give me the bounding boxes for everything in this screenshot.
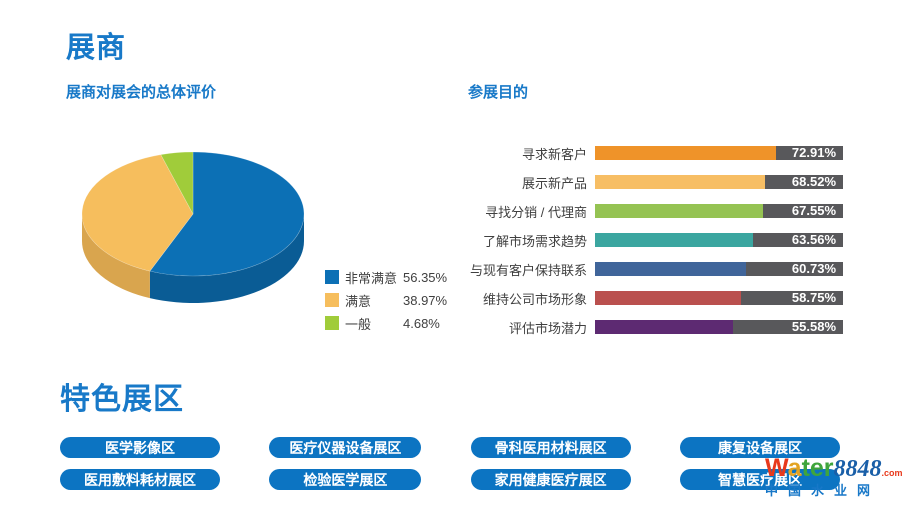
legend-row: 一般 4.68% bbox=[325, 315, 447, 332]
bar-row: 评估市场潜力 55.58% bbox=[460, 320, 843, 336]
bar-value-label: 68.52% bbox=[791, 174, 836, 189]
bar-fill bbox=[595, 175, 765, 189]
bar-row: 了解市场需求趋势 63.56% bbox=[460, 233, 843, 249]
bar-row: 寻求新客户 72.91% bbox=[460, 146, 843, 162]
bar-row: 与现有客户保持联系 60.73% bbox=[460, 262, 843, 278]
bar-value-label: 55.58% bbox=[791, 319, 836, 334]
bar-category-label: 与现有客户保持联系 bbox=[469, 262, 587, 278]
bar-value-label: 67.55% bbox=[791, 203, 836, 218]
bar-value-label: 72.91% bbox=[791, 145, 836, 160]
pie-slice-side-1 bbox=[82, 214, 150, 299]
pie-slice-0 bbox=[149, 151, 305, 277]
bar-chart: 寻求新客户 72.91% 展示新产品 68.52% 寻找分销 / 代理商 67.55% 了解… bbox=[460, 146, 843, 349]
legend-label: 非常满意 bbox=[345, 270, 398, 286]
pie-slice-side-0 bbox=[149, 214, 304, 303]
bar-track: 67.55% bbox=[595, 204, 843, 218]
zone-button-4[interactable]: 医用敷料耗材展区 bbox=[60, 469, 220, 490]
watermark-letter-w: W bbox=[765, 454, 788, 482]
bar-track: 55.58% bbox=[595, 320, 843, 334]
watermark-letters-ter: ter bbox=[801, 454, 834, 482]
watermark-com-suffix: .com bbox=[881, 468, 903, 478]
bar-category-label: 寻求新客户 bbox=[521, 146, 587, 162]
legend-value: 38.97% bbox=[403, 292, 448, 308]
pie-section-title: 展商对展会的总体评价 bbox=[66, 84, 217, 101]
pie-chart bbox=[81, 151, 305, 303]
bar-row: 寻找分销 / 代理商 67.55% bbox=[460, 204, 843, 220]
bar-value-label: 58.75% bbox=[791, 290, 836, 305]
bar-track: 68.52% bbox=[595, 175, 843, 189]
zones-section-title: 特色展区 bbox=[60, 383, 184, 416]
legend-label: 满意 bbox=[345, 293, 372, 309]
legend-swatch-icon bbox=[325, 293, 339, 307]
legend-row: 满意 38.97% bbox=[325, 292, 448, 309]
bar-row: 展示新产品 68.52% bbox=[460, 175, 843, 191]
bar-category-label: 维持公司市场形象 bbox=[482, 291, 587, 307]
bar-fill bbox=[595, 291, 741, 305]
bar-fill bbox=[595, 320, 733, 334]
zone-button-0[interactable]: 医学影像区 bbox=[60, 437, 220, 458]
zone-button-6[interactable]: 家用健康医疗展区 bbox=[470, 469, 631, 490]
watermark-number: 8848 bbox=[833, 456, 882, 482]
bar-category-label: 评估市场潜力 bbox=[508, 320, 587, 336]
bar-track: 72.91% bbox=[595, 146, 843, 160]
legend-swatch-icon bbox=[325, 270, 339, 284]
page-title: 展商 bbox=[66, 32, 127, 64]
watermark-wordmark: Water8848.com bbox=[765, 454, 903, 482]
zone-button-5[interactable]: 检验医学展区 bbox=[269, 469, 422, 490]
bar-track: 60.73% bbox=[595, 262, 843, 276]
zone-button-2[interactable]: 骨科医用材料展区 bbox=[470, 437, 631, 458]
watermark-logo: Water8848.com 中国水业网 bbox=[765, 454, 903, 498]
pie-slice-1 bbox=[81, 154, 194, 272]
bar-fill bbox=[595, 204, 763, 218]
zone-buttons-grid: 医学影像区 医疗仪器设备展区 骨科医用材料展区 康复设备展区医用敷料耗材展区 检验医学展… bbox=[60, 437, 840, 490]
watermark-letter-a: a bbox=[787, 454, 802, 482]
legend-row: 非常满意 56.35% bbox=[325, 269, 448, 286]
bar-row: 维持公司市场形象 58.75% bbox=[460, 291, 843, 307]
bar-track: 58.75% bbox=[595, 291, 843, 305]
bar-fill bbox=[595, 146, 776, 160]
bar-category-label: 寻找分销 / 代理商 bbox=[485, 204, 587, 220]
legend-swatch-icon bbox=[325, 316, 339, 330]
bar-fill bbox=[595, 233, 753, 247]
pie-slice-2 bbox=[160, 151, 194, 215]
legend-label: 一般 bbox=[345, 316, 372, 332]
zone-button-3[interactable]: 康复设备展区 bbox=[679, 437, 840, 458]
bar-fill bbox=[595, 262, 746, 276]
zone-button-7[interactable]: 智慧医疗展区 bbox=[679, 469, 840, 490]
bar-category-label: 了解市场需求趋势 bbox=[482, 233, 587, 249]
watermark-site-name: 中国水业网 bbox=[765, 483, 881, 498]
bar-value-label: 63.56% bbox=[791, 232, 836, 247]
bar-value-label: 60.73% bbox=[791, 261, 836, 276]
legend-value: 56.35% bbox=[403, 269, 448, 285]
bar-category-label: 展示新产品 bbox=[521, 175, 587, 191]
pie-legend: 非常满意 56.35% 满意 38.97% 一般 4.68% bbox=[325, 270, 447, 339]
bar-track: 63.56% bbox=[595, 233, 843, 247]
zone-button-1[interactable]: 医疗仪器设备展区 bbox=[269, 437, 422, 458]
legend-value: 4.68% bbox=[403, 315, 440, 331]
bar-section-title: 参展目的 bbox=[468, 84, 529, 101]
